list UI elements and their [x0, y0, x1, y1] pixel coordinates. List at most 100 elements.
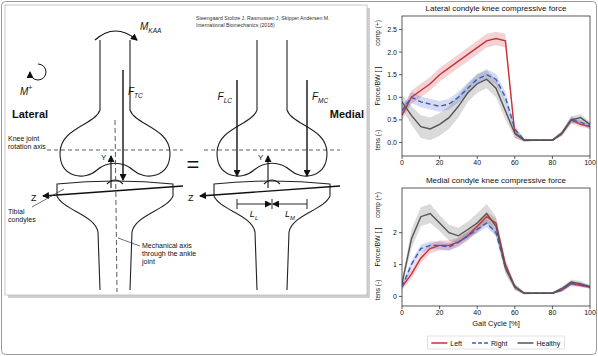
side-title: Lateral	[12, 108, 48, 120]
x-tick-label: 0	[400, 159, 404, 166]
axis-letter: Z	[31, 193, 37, 203]
sd-band	[402, 70, 590, 141]
y-axis-title: Force/BW [ ]	[374, 67, 382, 106]
y-tick-label: 1.5	[387, 71, 397, 78]
sd-band	[402, 32, 590, 142]
legend: Left Right Healthy	[431, 340, 560, 348]
label-line: Tibial	[8, 208, 25, 215]
symbol-sub: MC	[318, 97, 328, 104]
femur	[217, 40, 327, 176]
y-tick-label: 1	[393, 261, 397, 268]
y-tick	[399, 52, 402, 53]
y-tick	[399, 29, 402, 30]
lever-end	[272, 199, 273, 209]
label: Mechanical axisthrough the anklejoint	[141, 242, 196, 266]
diagram-panel	[5, 5, 367, 295]
y-tick-label: 2.0	[387, 49, 397, 56]
series-line	[402, 39, 590, 141]
force-arrow	[236, 80, 237, 176]
symbol-sub: L	[255, 215, 258, 221]
axis-letter: Y	[258, 153, 264, 162]
plot-area	[402, 204, 590, 294]
chart-title: Lateral condyle knee compressive force	[426, 4, 568, 13]
y-tick	[399, 296, 402, 297]
y-tick	[399, 119, 402, 120]
y-tick-label: 2	[393, 229, 397, 236]
side-title: Medial	[330, 108, 364, 120]
symbol-sup: +	[28, 84, 32, 91]
label-line: joint	[141, 258, 155, 266]
y-axis	[110, 156, 111, 188]
legend-box	[427, 336, 564, 349]
figure: ZYZYLateralMedial=Steengaard Stoltze J, …	[0, 0, 598, 356]
tibia	[57, 181, 173, 290]
sd-band	[402, 204, 590, 294]
symbol: FLC	[218, 91, 233, 104]
rotation-axis	[204, 150, 340, 151]
series-line	[402, 214, 590, 294]
symbol: LM	[285, 209, 295, 221]
moment-arrow	[95, 31, 137, 40]
mechanical-axis	[115, 120, 117, 292]
symbol: MKAA	[140, 21, 161, 34]
y-tick-label: 2.5	[387, 26, 397, 33]
citation: Steengaard Stoltze J, Rasmussen J, Skipp…	[196, 15, 330, 21]
x-tick-label: 0	[400, 309, 404, 316]
x-tick-label: 20	[436, 159, 444, 166]
y-tick-label: 0.0	[387, 139, 397, 146]
leader-line	[32, 189, 64, 207]
label-line: rotation axis	[8, 143, 46, 150]
y-tick-label: 1.0	[387, 94, 397, 101]
label-line: Mechanical axis	[142, 242, 192, 249]
legend-label: Left	[450, 340, 462, 347]
y-axis-title: Force/BW [ ]	[374, 228, 382, 267]
legend-label: Healthy	[536, 340, 560, 348]
y-axis	[267, 156, 268, 188]
legend-swatch	[472, 342, 488, 344]
sd-band	[402, 69, 590, 141]
symbol: FTC	[128, 86, 143, 99]
lever-arm	[237, 204, 271, 205]
x-tick-label: 80	[549, 159, 557, 166]
y-tick	[399, 74, 402, 75]
x-tick-label: 100	[584, 159, 596, 166]
label-line: condyles	[8, 216, 36, 224]
annotation: tens (-)	[374, 280, 382, 301]
legend-swatch	[517, 342, 533, 344]
y-tick-label: 0.5	[387, 116, 397, 123]
y-tick	[399, 142, 402, 143]
leader-line	[118, 238, 140, 246]
symbol: M+	[20, 84, 32, 97]
symbol-sub: M	[290, 215, 295, 221]
series-line	[402, 79, 590, 140]
x-tick-label: 60	[511, 309, 519, 316]
axis-letter: Z	[188, 193, 194, 203]
symbol: LL	[250, 209, 258, 221]
lever-arm	[273, 204, 307, 205]
lever-end	[307, 199, 308, 209]
rotation-axis	[47, 150, 183, 151]
annotation: comp (+)	[374, 20, 382, 46]
plot-area	[402, 32, 590, 142]
x-tick-label: 40	[473, 159, 481, 166]
symbol-sub: KAA	[148, 27, 161, 34]
y-tick	[399, 232, 402, 233]
plot-frame	[402, 188, 590, 306]
x-tick-label: 60	[511, 159, 519, 166]
x-tick-label: 20	[436, 309, 444, 316]
legend-label: Right	[491, 340, 507, 348]
chart-title: Medial condyle knee compressive force	[426, 176, 567, 185]
femur	[60, 40, 170, 176]
knee	[214, 40, 330, 290]
z-axis	[43, 186, 183, 196]
series-line	[402, 223, 590, 293]
equals: =	[187, 152, 200, 177]
force-arrow	[122, 70, 123, 180]
symbol: FMC	[312, 91, 329, 104]
lever-end	[237, 199, 238, 209]
label: Tibialcondyles	[8, 208, 36, 224]
x-tick-label: 100	[584, 309, 596, 316]
label: Knee jointrotation axis	[8, 135, 46, 150]
x-tick-label: 80	[549, 309, 557, 316]
tibial-spine	[264, 180, 280, 184]
